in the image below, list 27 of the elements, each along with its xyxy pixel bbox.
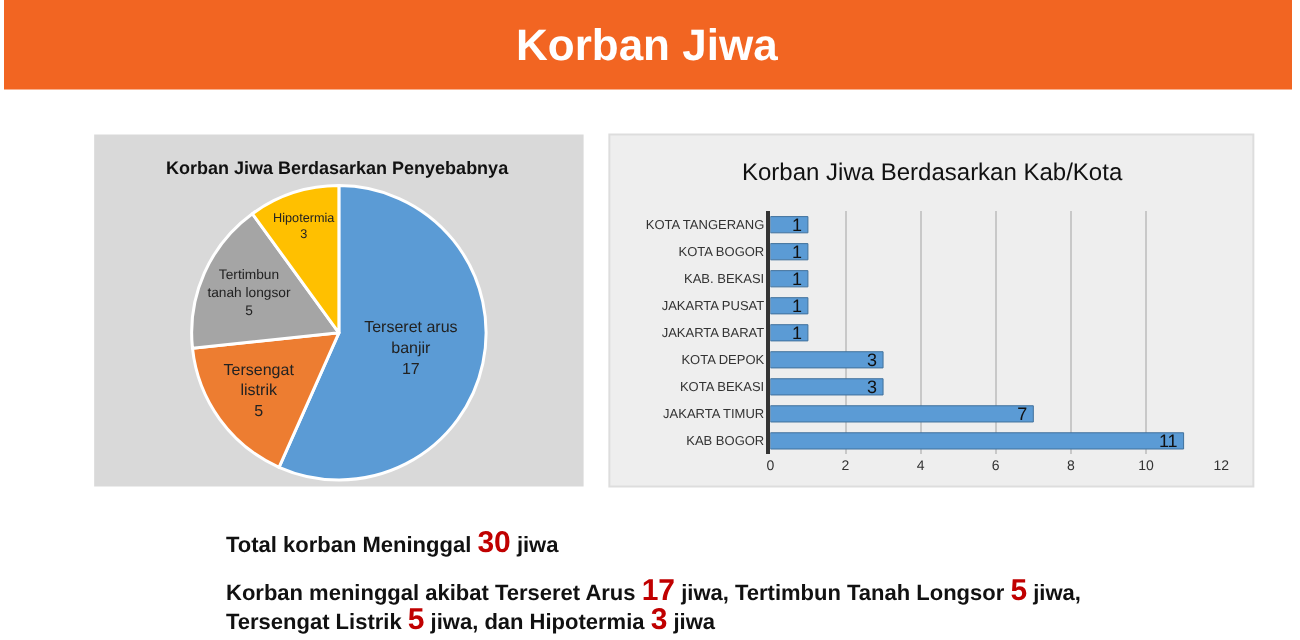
bar xyxy=(770,270,809,288)
data-label: 1 xyxy=(791,241,802,262)
bar xyxy=(770,351,884,369)
data-label: 5 xyxy=(254,402,265,421)
bar xyxy=(770,324,809,342)
data-label: 1 xyxy=(791,295,802,316)
data-label: 7 xyxy=(1017,403,1028,424)
data-label: 11 xyxy=(1158,430,1178,451)
data-label: 1 xyxy=(791,268,802,289)
text: Total korban Meninggal 30 jiwa xyxy=(226,526,561,560)
bar xyxy=(770,378,884,396)
bar xyxy=(770,216,809,234)
data-label: 1 xyxy=(791,214,802,235)
bar xyxy=(770,297,809,315)
slice-label: Terseret arus banjir xyxy=(364,318,458,358)
data-label: 17 xyxy=(401,359,421,378)
data-label: 1 xyxy=(791,322,802,343)
slice-label: Tersengat listrik xyxy=(223,360,296,400)
bar xyxy=(770,405,1034,423)
data-label: 3 xyxy=(867,376,878,397)
bar xyxy=(770,243,809,261)
text: Korban meninggal akibat Terseret Arus 17 jiwa, Tertimbun Tanah Longsor 5 jiwa, Tersengat Listrik 5 jiwa, dan Hipotermia 3 jiwa xyxy=(226,574,1081,637)
chart-title: Korban Jiwa Berdasarkan Kab/Kota xyxy=(742,158,1123,186)
text: Korban Jiwa xyxy=(516,20,780,70)
bar xyxy=(770,432,1185,450)
data-label: 3 xyxy=(867,349,878,370)
chart-title: Korban Jiwa Berdasarkan Penyebabnya xyxy=(166,158,511,178)
